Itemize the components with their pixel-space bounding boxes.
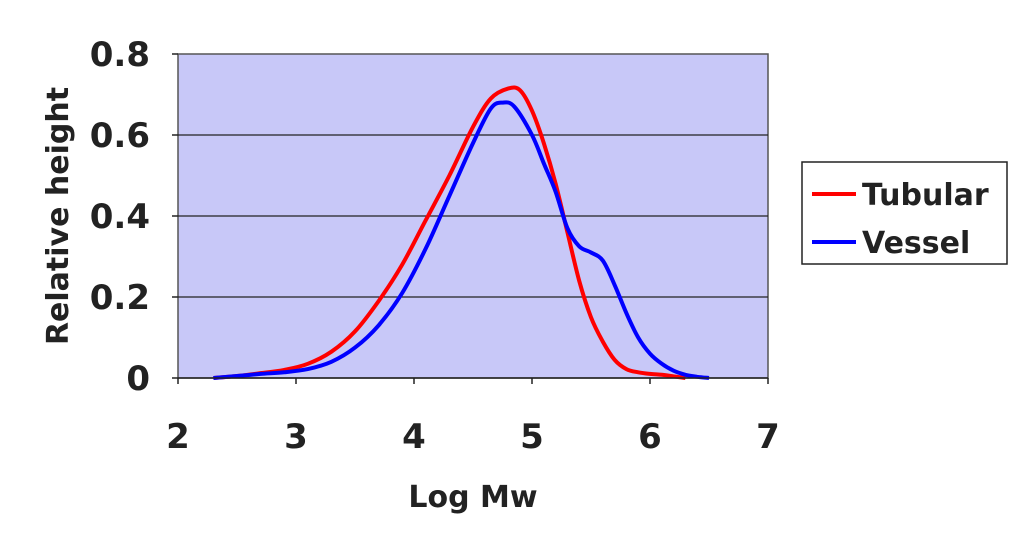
legend-label-tubular: Tubular xyxy=(862,178,989,213)
x-axis-title: Log Mw xyxy=(408,480,537,515)
x-tick-label-4: 6 xyxy=(638,417,662,457)
x-tick-label-0: 2 xyxy=(166,417,190,457)
legend-label-vessel: Vessel xyxy=(862,226,970,261)
x-tick-label-2: 4 xyxy=(402,417,426,457)
legend-box xyxy=(801,161,1008,265)
y-tick-label-0: 0 xyxy=(126,359,150,399)
legend: Tubular Vessel xyxy=(801,161,1008,265)
y-axis-title: Relative height xyxy=(41,87,76,345)
series-line-vessel xyxy=(213,100,710,380)
y-tick-label-1: 0.2 xyxy=(90,278,150,318)
x-tick-label-3: 5 xyxy=(520,417,544,457)
x-tick-label-1: 3 xyxy=(284,417,308,457)
x-tick-label-5: 7 xyxy=(756,417,780,457)
y-tick-label-2: 0.4 xyxy=(90,197,150,237)
y-tick-label-4: 0.8 xyxy=(90,35,150,75)
series-line-tubular xyxy=(213,85,686,380)
y-tick-label-3: 0.6 xyxy=(90,116,150,156)
